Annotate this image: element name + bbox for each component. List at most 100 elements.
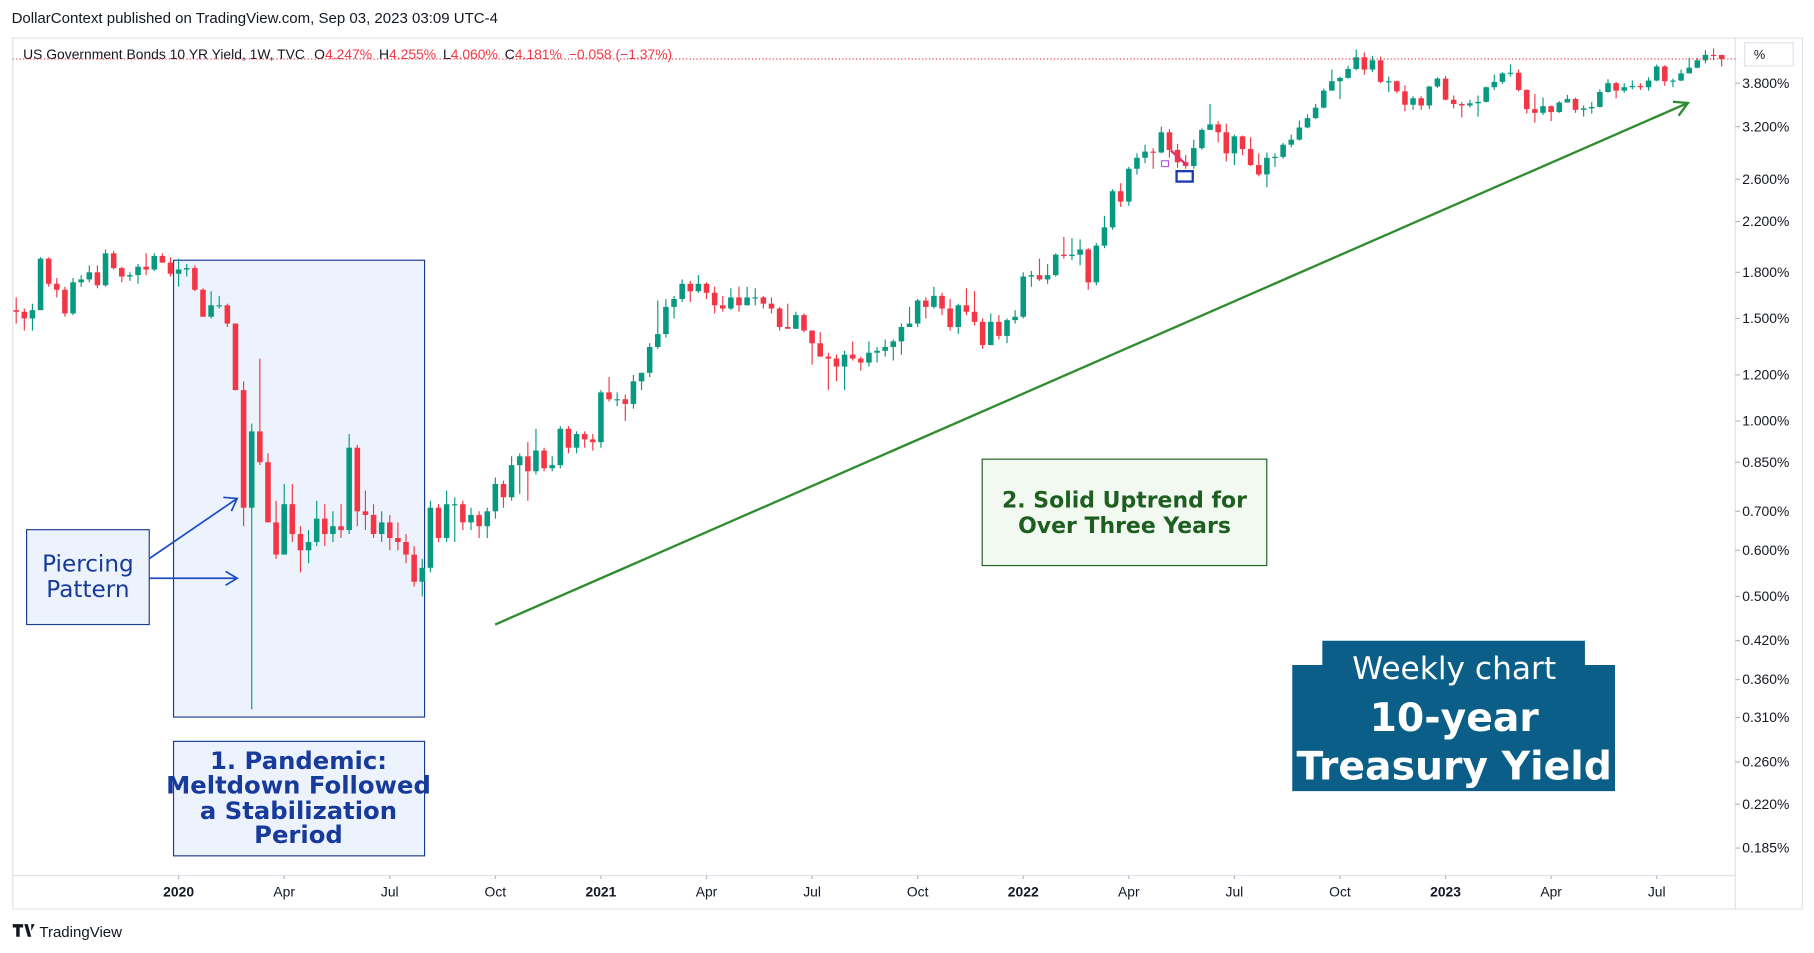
candle-body — [1337, 77, 1343, 82]
legend-value: 4.247% — [325, 46, 372, 62]
candle-body — [598, 392, 604, 443]
pandemic-region — [172, 259, 426, 718]
candle-body — [468, 514, 474, 523]
candle-body — [1556, 102, 1563, 113]
candle-body — [963, 305, 970, 312]
y-tick-label: 1.200% — [1742, 367, 1789, 383]
candle-body — [500, 483, 507, 498]
y-unit: % — [1754, 47, 1765, 62]
candle-body — [29, 310, 36, 319]
candle-body — [1572, 98, 1579, 110]
candle-body — [906, 323, 913, 328]
candle-body — [118, 268, 125, 277]
candle-body — [1694, 60, 1701, 68]
candle-body — [1385, 81, 1392, 83]
candle-body — [1645, 80, 1652, 88]
candle-body — [655, 334, 661, 347]
candle-body — [784, 327, 791, 329]
y-tick-label: 2.600% — [1742, 171, 1789, 187]
logo-icon — [12, 924, 35, 937]
x-tick-label: 2021 — [585, 883, 616, 899]
x-tick-label: Jul — [803, 883, 821, 899]
legend-key: O — [314, 46, 325, 62]
candle-body — [378, 522, 385, 534]
pandemic-line: Meltdown Followed — [166, 770, 431, 799]
candle-body — [1459, 104, 1465, 106]
candle-body — [1483, 87, 1489, 102]
candle-body — [1532, 109, 1538, 113]
candle-body — [809, 330, 815, 344]
candle-body — [890, 341, 897, 347]
legend-key: L — [443, 46, 451, 62]
candle-body — [1329, 81, 1335, 91]
candle-body — [1052, 254, 1059, 276]
candle-body — [1410, 98, 1416, 105]
candle-body — [1653, 66, 1660, 81]
candle-body — [427, 507, 434, 568]
candle-body — [1126, 168, 1132, 202]
y-tick-label: 0.600% — [1742, 542, 1789, 558]
candle-body — [1605, 83, 1611, 93]
candle-body — [135, 266, 141, 276]
candle-body — [923, 300, 929, 307]
candle-body — [914, 300, 921, 324]
candle-body — [525, 456, 531, 472]
candle-body — [395, 537, 401, 543]
candle-body — [1158, 132, 1165, 153]
candle-body — [825, 356, 832, 359]
candle-body — [1061, 254, 1067, 256]
candle-body — [1069, 254, 1075, 256]
trend-arrow — [494, 100, 1691, 626]
candle-body — [1637, 85, 1644, 88]
candle-body — [1134, 157, 1140, 169]
candle-body — [273, 522, 279, 555]
candle-body — [638, 372, 645, 382]
candle-body — [882, 346, 888, 351]
candle-body — [435, 507, 442, 538]
candle-body — [265, 462, 271, 523]
candle-body — [1207, 124, 1213, 130]
candle-body — [297, 533, 304, 551]
footer-text: TradingView — [39, 924, 122, 941]
candle-body — [768, 303, 775, 309]
candle-body — [443, 504, 450, 538]
candle-body — [192, 268, 198, 290]
candle-body — [102, 253, 109, 286]
candle-body — [1191, 148, 1197, 166]
candle-body — [419, 567, 426, 582]
candle-body — [281, 504, 287, 555]
candle-body — [695, 283, 702, 292]
candle-body — [1028, 275, 1035, 277]
candle-body — [703, 283, 710, 293]
candle-body — [931, 295, 937, 307]
candles — [13, 48, 1725, 710]
candle-body — [557, 428, 564, 466]
candle-body — [94, 272, 101, 286]
candle-body — [1215, 124, 1221, 133]
candle-body — [1678, 73, 1684, 81]
candle-body — [793, 315, 799, 329]
candle-body — [573, 434, 580, 448]
x-tick-label: Jul — [381, 883, 399, 899]
candle-body — [1296, 127, 1303, 140]
x-tick-label: Oct — [485, 883, 507, 899]
piercing-line: Pattern — [46, 577, 129, 603]
candle-body — [484, 511, 491, 527]
candle-body — [1361, 57, 1368, 70]
candle-body — [1320, 90, 1327, 108]
footer-logo: TradingView — [12, 924, 122, 941]
uptrend-line: Over Three Years — [1018, 514, 1231, 539]
pandemic-line: Period — [254, 820, 343, 849]
piercing-box — [26, 529, 150, 626]
candle-body — [996, 321, 1002, 336]
x-tick-label: 2023 — [1430, 883, 1461, 899]
candle-body — [1239, 136, 1246, 149]
candle-body — [151, 255, 158, 270]
candle-body — [1710, 54, 1717, 57]
candle-body — [70, 282, 76, 314]
x-tick-label: Jul — [1648, 883, 1666, 899]
y-tick-label: 2.200% — [1742, 213, 1789, 229]
badge-title: 10-year — [1370, 696, 1540, 741]
candle-body — [841, 354, 848, 367]
